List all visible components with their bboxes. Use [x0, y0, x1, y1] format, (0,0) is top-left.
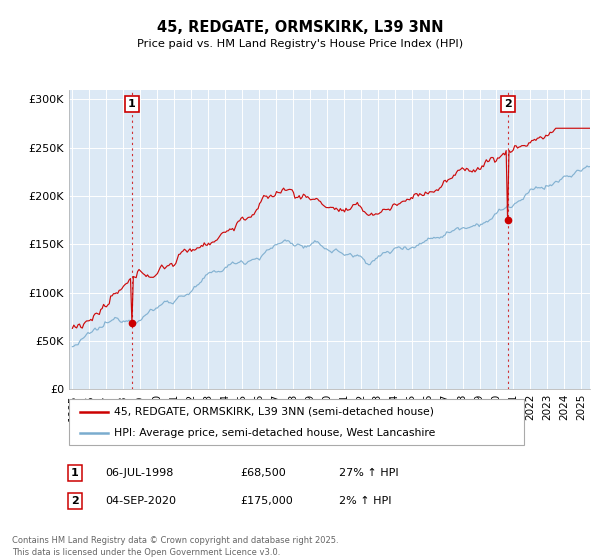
- FancyBboxPatch shape: [69, 399, 524, 445]
- Text: 06-JUL-1998: 06-JUL-1998: [105, 468, 173, 478]
- Text: 45, REDGATE, ORMSKIRK, L39 3NN (semi-detached house): 45, REDGATE, ORMSKIRK, L39 3NN (semi-det…: [115, 407, 434, 417]
- Text: £68,500: £68,500: [240, 468, 286, 478]
- Text: 04-SEP-2020: 04-SEP-2020: [105, 496, 176, 506]
- Text: Contains HM Land Registry data © Crown copyright and database right 2025.
This d: Contains HM Land Registry data © Crown c…: [12, 536, 338, 557]
- Text: 1: 1: [71, 468, 79, 478]
- Text: 27% ↑ HPI: 27% ↑ HPI: [339, 468, 398, 478]
- Text: 2: 2: [504, 99, 512, 109]
- Text: £175,000: £175,000: [240, 496, 293, 506]
- Text: 45, REDGATE, ORMSKIRK, L39 3NN: 45, REDGATE, ORMSKIRK, L39 3NN: [157, 20, 443, 35]
- Text: 2% ↑ HPI: 2% ↑ HPI: [339, 496, 391, 506]
- Text: Price paid vs. HM Land Registry's House Price Index (HPI): Price paid vs. HM Land Registry's House …: [137, 39, 463, 49]
- Text: HPI: Average price, semi-detached house, West Lancashire: HPI: Average price, semi-detached house,…: [115, 428, 436, 438]
- Text: 2: 2: [71, 496, 79, 506]
- Text: 1: 1: [128, 99, 136, 109]
